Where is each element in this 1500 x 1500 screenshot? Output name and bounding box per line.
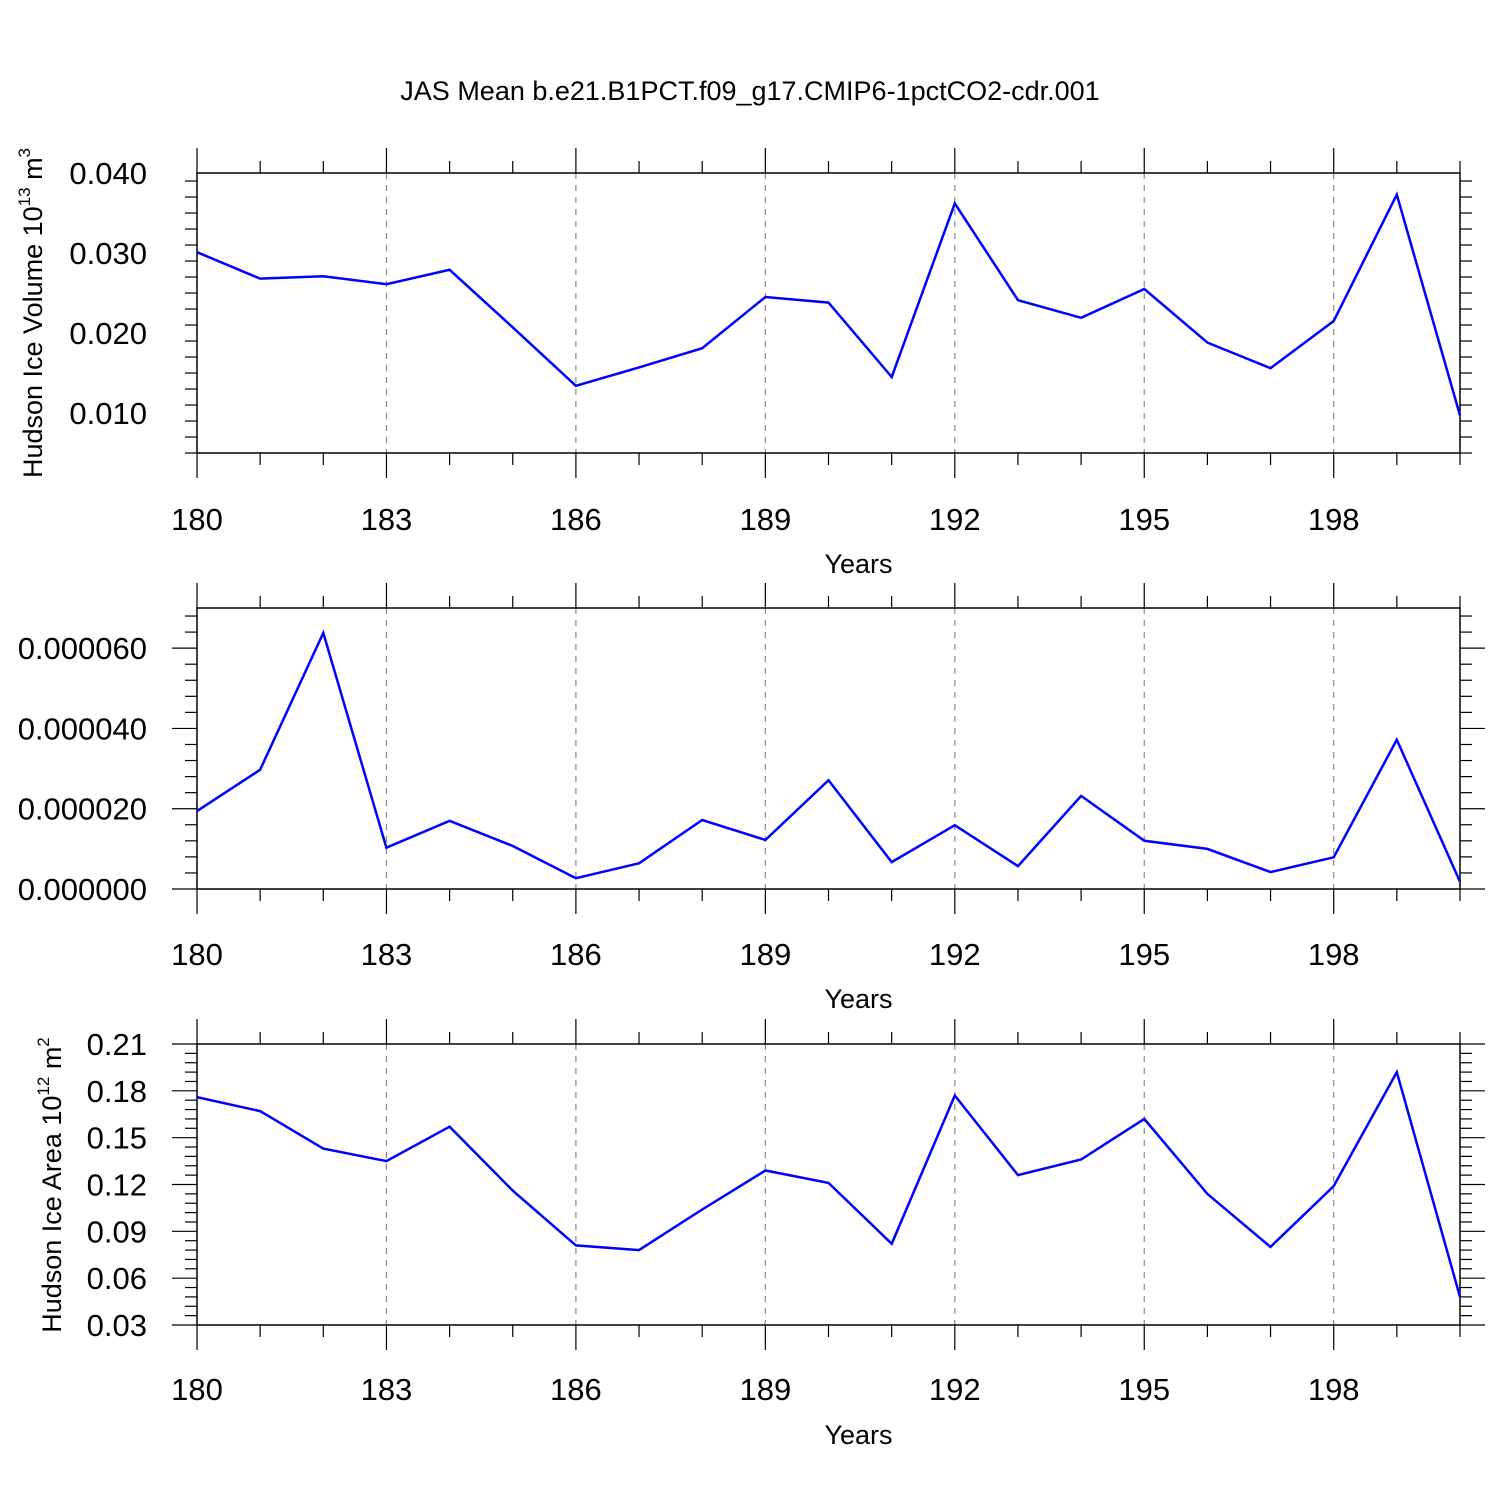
series-line <box>196 1068 1462 1298</box>
x-axis-label: Years <box>824 549 892 579</box>
y-tick-label: 0.000040 <box>18 711 147 746</box>
y-tick-label: 0.000020 <box>18 792 147 827</box>
x-tick-label: 189 <box>739 1372 791 1407</box>
y-axis-label: Hudson Ice Area 1012 m2 <box>34 1037 67 1333</box>
x-tick-label: 183 <box>361 1372 413 1407</box>
y-tick-label: 0.040 <box>69 156 147 191</box>
y-tick-label: 0.18 <box>87 1074 147 1109</box>
chart-panel-1: 180 183 186 189 192 195 198 Years 0.010 0.020 0.03… <box>15 148 1472 579</box>
x-tick-label: 192 <box>929 1372 981 1407</box>
chart-panel-2: 180 183 186 189 192 195 198 Years 0.000000 0.0000… <box>18 583 1485 1014</box>
series-line <box>196 629 1462 883</box>
x-tick-label: 180 <box>171 1372 223 1407</box>
x-axis-label: Years <box>824 984 892 1014</box>
x-tick-label: 186 <box>550 502 602 537</box>
x-tick-label: 195 <box>1118 1372 1170 1407</box>
y-tick-label: 0.030 <box>69 236 147 271</box>
y-tick-label: 0.15 <box>87 1121 147 1156</box>
x-tick-label: 192 <box>929 502 981 537</box>
x-tick-label: 183 <box>361 502 413 537</box>
x-tick-label: 198 <box>1308 937 1360 972</box>
y-axis-label: Hudson Ice Volume 1013 m3 <box>15 148 48 478</box>
y-tick-label: 0.06 <box>87 1261 147 1296</box>
x-tick-label: 198 <box>1308 1372 1360 1407</box>
x-tick-label: 189 <box>739 937 791 972</box>
x-tick-label: 180 <box>171 502 223 537</box>
x-tick-label: 183 <box>361 937 413 972</box>
x-tick-label: 192 <box>929 937 981 972</box>
x-tick-label: 186 <box>550 1372 602 1407</box>
y-tick-label: 0.12 <box>87 1168 147 1203</box>
x-tick-label: 180 <box>171 937 223 972</box>
y-tick-label: 0.000000 <box>18 872 147 907</box>
y-tick-label: 0.21 <box>87 1027 147 1062</box>
x-tick-label: 195 <box>1118 937 1170 972</box>
y-tick-label: 0.03 <box>87 1308 147 1343</box>
series-line <box>196 191 1462 416</box>
y-tick-label: 0.010 <box>69 396 147 431</box>
y-tick-label: 0.020 <box>69 316 147 351</box>
x-tick-label: 189 <box>739 502 791 537</box>
y-tick-label: 0.09 <box>87 1214 147 1249</box>
x-axis-label: Years <box>824 1420 892 1450</box>
chart-panel-3: 180 183 186 189 192 195 198 Years 0.03 0.06 0.09 0.… <box>34 1019 1485 1450</box>
y-tick-label: 0.000060 <box>18 631 147 666</box>
x-tick-label: 198 <box>1308 502 1360 537</box>
x-tick-label: 186 <box>550 937 602 972</box>
x-tick-label: 195 <box>1118 502 1170 537</box>
chart-title: JAS Mean b.e21.B1PCT.f09_g17.CMIP6-1pctC… <box>400 76 1099 106</box>
